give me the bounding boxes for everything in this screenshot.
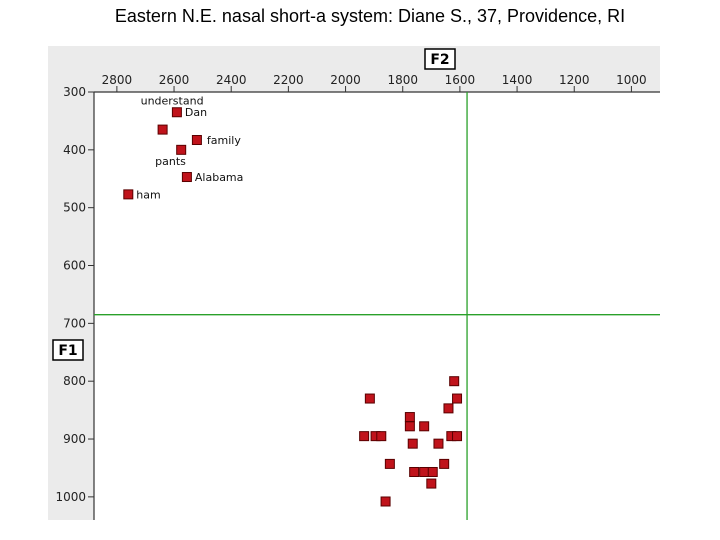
y-tick-label: 300 [63, 85, 86, 99]
data-point [384, 458, 395, 469]
y-axis-name-box [52, 339, 84, 361]
x-tick-label: 1600 [445, 73, 476, 87]
x-tick-label: 1200 [559, 73, 590, 87]
point-label: Dan [185, 106, 207, 119]
y-tick-label: 700 [63, 316, 86, 330]
x-tick-label: 1800 [387, 73, 418, 87]
data-point [439, 458, 450, 469]
y-tick-label: 500 [63, 201, 86, 215]
point-label: understand [141, 95, 204, 108]
x-axis-name: F2 [430, 52, 449, 68]
x-tick-label: 2400 [216, 73, 247, 87]
data-point [123, 189, 134, 200]
point-label: pants [155, 155, 186, 168]
data-point [407, 438, 418, 449]
data-point [364, 393, 375, 404]
reference-lines [94, 92, 660, 520]
x-tick-label: 2200 [273, 73, 304, 87]
point-label: family [207, 134, 241, 147]
data-point [359, 431, 370, 442]
y-tick-label: 600 [63, 259, 86, 273]
data-markers [123, 107, 463, 507]
data-point [452, 393, 463, 404]
axes-layer: 2800 2600 2400 2200 2000 1800 1600 1400 1200 1000… [55, 73, 660, 520]
data-point [376, 431, 387, 442]
data-point [419, 466, 430, 477]
x-tick-label: 2600 [159, 73, 190, 87]
data-point [449, 376, 460, 387]
y-tick-label: 1000 [55, 490, 86, 504]
data-point [443, 403, 454, 414]
plot-area [94, 92, 660, 520]
data-point [171, 107, 182, 118]
data-point [380, 496, 391, 507]
point-label: ham [136, 188, 160, 201]
data-point [404, 412, 415, 423]
x-tick-label: 1400 [502, 73, 533, 87]
point-label: Alabama [195, 171, 244, 184]
data-point [181, 172, 192, 183]
x-tick-label: 2800 [102, 73, 133, 87]
data-point [419, 421, 430, 432]
data-point [452, 431, 463, 442]
axis-names: F2 F1 [52, 48, 456, 361]
data-point [427, 466, 438, 477]
x-tick-label: 1000 [616, 73, 647, 87]
data-point [409, 466, 420, 477]
y-tick-label: 400 [63, 143, 86, 157]
x-axis-name-box [424, 48, 456, 70]
data-point [157, 124, 168, 135]
x-tick-label: 2000 [330, 73, 361, 87]
data-point [176, 144, 187, 155]
y-tick-label: 800 [63, 374, 86, 388]
data-point [404, 421, 415, 432]
y-axis-name: F1 [58, 343, 77, 359]
data-point [426, 478, 437, 489]
chart-title: Eastern N.E. nasal short-a system: Diane… [114, 6, 626, 26]
y-tick-label: 900 [63, 432, 86, 446]
data-point [433, 438, 444, 449]
data-point [191, 135, 202, 146]
